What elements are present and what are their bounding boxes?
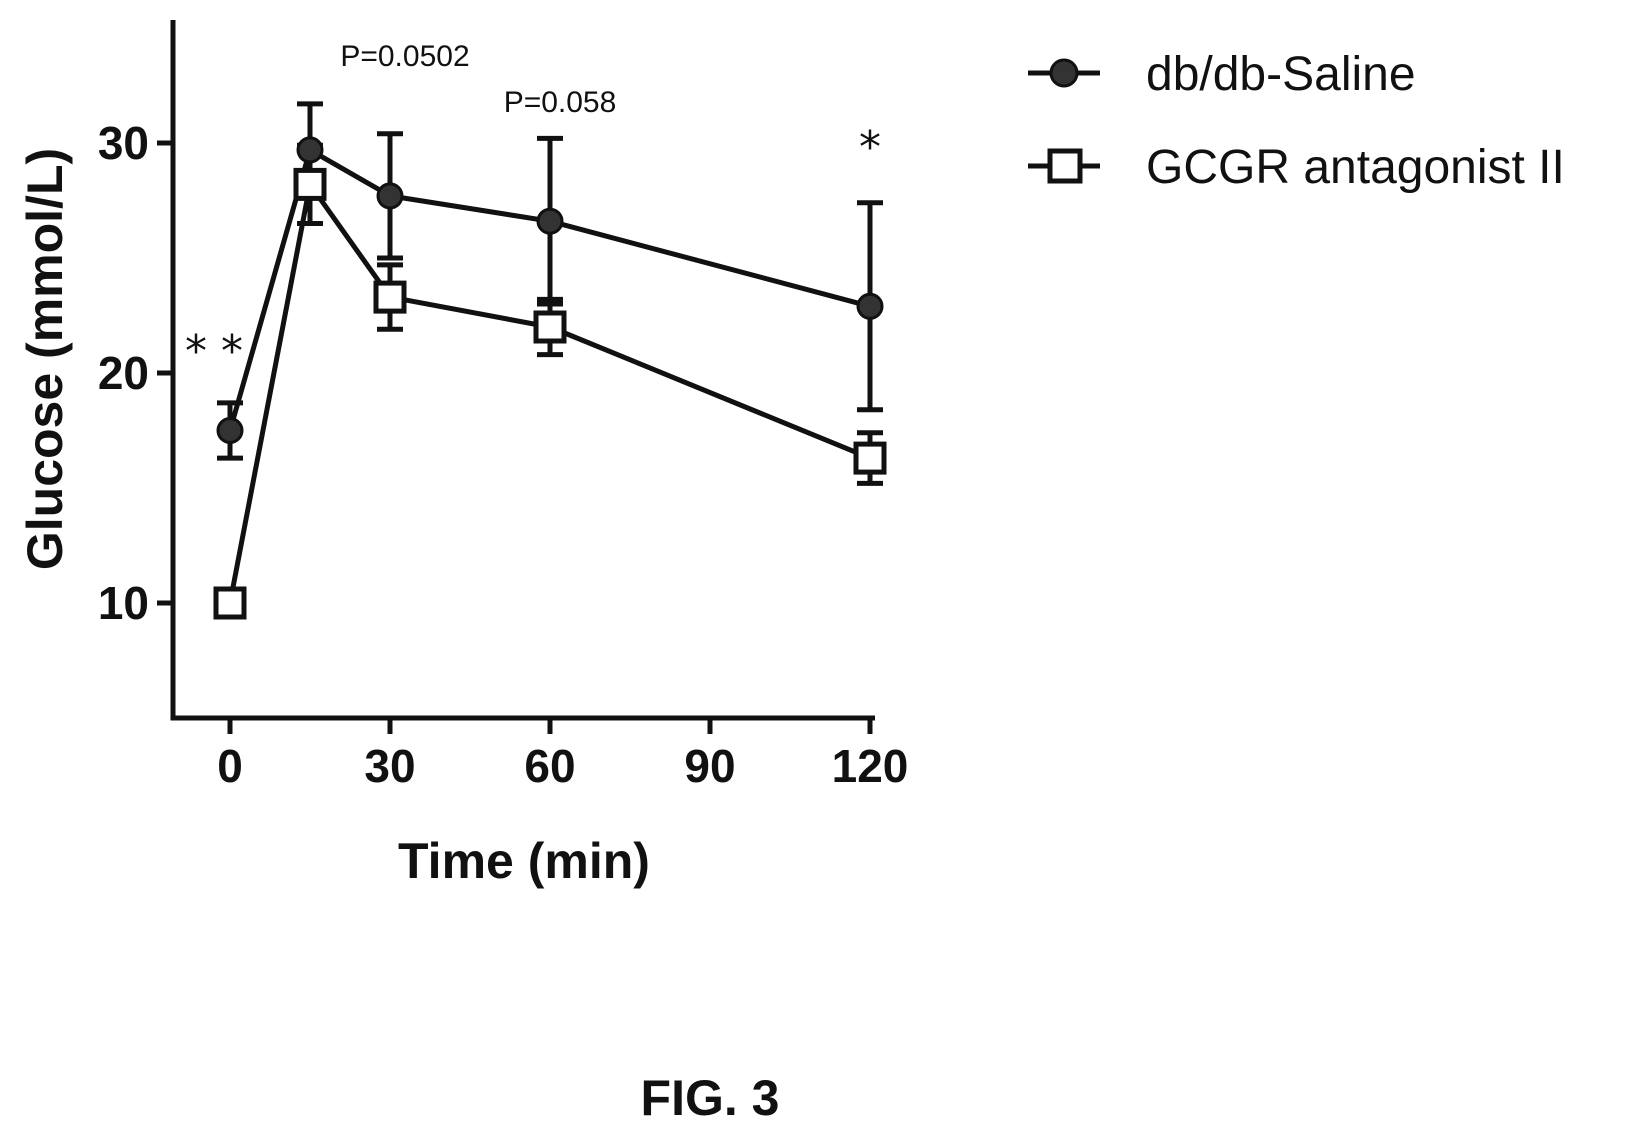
figure-label: FIG. 3	[641, 1070, 780, 1126]
x-tick-label-0: 0	[217, 740, 243, 792]
series-0-point-2	[376, 182, 404, 210]
legend: db/db-Saline GCGR antagonist II	[1028, 48, 1565, 194]
series-0-markers	[216, 136, 884, 444]
annotation-0: P=0.0502	[340, 40, 469, 73]
series-0-point-1	[296, 136, 324, 164]
series-0-point-3	[536, 207, 564, 235]
annotations: P=0.0502 P=0.058 * * *	[185, 40, 881, 377]
legend-label-0: db/db-Saline	[1146, 48, 1416, 101]
y-tick-label-2: 30	[98, 117, 149, 169]
x-tick-label-3: 90	[684, 740, 735, 792]
series-1-point-2	[373, 280, 407, 314]
series-1-point-4	[853, 441, 887, 475]
legend-item-0: db/db-Saline	[1028, 48, 1416, 101]
annotation-1: P=0.058	[504, 86, 617, 119]
series-layer	[213, 101, 887, 620]
x-tick-label-2: 60	[524, 740, 575, 792]
series-1-point-3	[533, 310, 567, 344]
series-1-point-0	[213, 586, 247, 620]
y-axis-title: Glucose (mmol/L)	[17, 148, 73, 570]
annotation-2: *	[859, 122, 881, 173]
x-axis-title: Time (min)	[398, 833, 650, 889]
legend-marker-1	[1047, 148, 1083, 184]
series-0-point-0	[216, 417, 244, 444]
series-1-markers	[213, 167, 887, 620]
x-tick-label-4: 120	[832, 740, 909, 792]
x-tick-label-1: 30	[364, 740, 415, 792]
axes: 0 30 60 90 120 10 20 30 Time (min) Glucose (mmol/…	[17, 20, 908, 889]
legend-label-1: GCGR antagonist II	[1146, 141, 1565, 194]
annotation-3: * *	[185, 326, 243, 377]
y-tick-label-1: 20	[98, 347, 149, 399]
y-tick-label-0: 10	[98, 577, 149, 629]
legend-marker-0	[1049, 58, 1079, 88]
series-1-point-1	[293, 167, 327, 201]
series-0-point-4	[856, 292, 884, 320]
legend-item-1: GCGR antagonist II	[1028, 141, 1565, 194]
